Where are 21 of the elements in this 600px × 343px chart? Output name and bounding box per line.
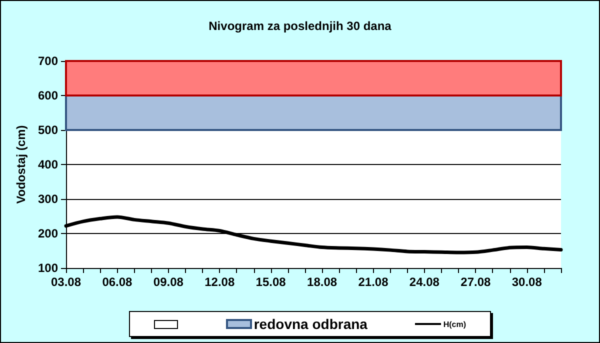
y-tick-label: 700 [38,54,58,68]
x-tick-label: 24.08 [409,275,440,289]
x-tick-label: 15.08 [256,275,286,289]
y-tick-label: 600 [38,88,58,102]
y-tick-label: 200 [38,226,58,240]
y-axis-title: Vodostaj (cm) [14,125,28,204]
x-tick-label: 09.08 [153,275,184,289]
chart-title: Nivogram za poslednjih 30 dana [208,19,392,33]
legend-label: H(cm) [443,320,466,328]
x-tick-label: 03.08 [50,275,82,289]
legend-label: redovna odbrana [254,316,368,332]
y-tick-label: 500 [38,123,58,137]
x-tick-label: 21.08 [358,275,389,289]
y-tick-label: 400 [38,158,58,172]
x-tick-label: 30.08 [512,275,542,289]
x-tick-label: 12.08 [204,275,235,289]
x-tick-label: 18.08 [307,275,338,289]
y-tick-label: 100 [38,261,58,275]
y-tick-label: 300 [38,192,58,206]
x-tick-label: 06.08 [102,275,133,289]
x-tick-label: 27.08 [460,275,491,289]
